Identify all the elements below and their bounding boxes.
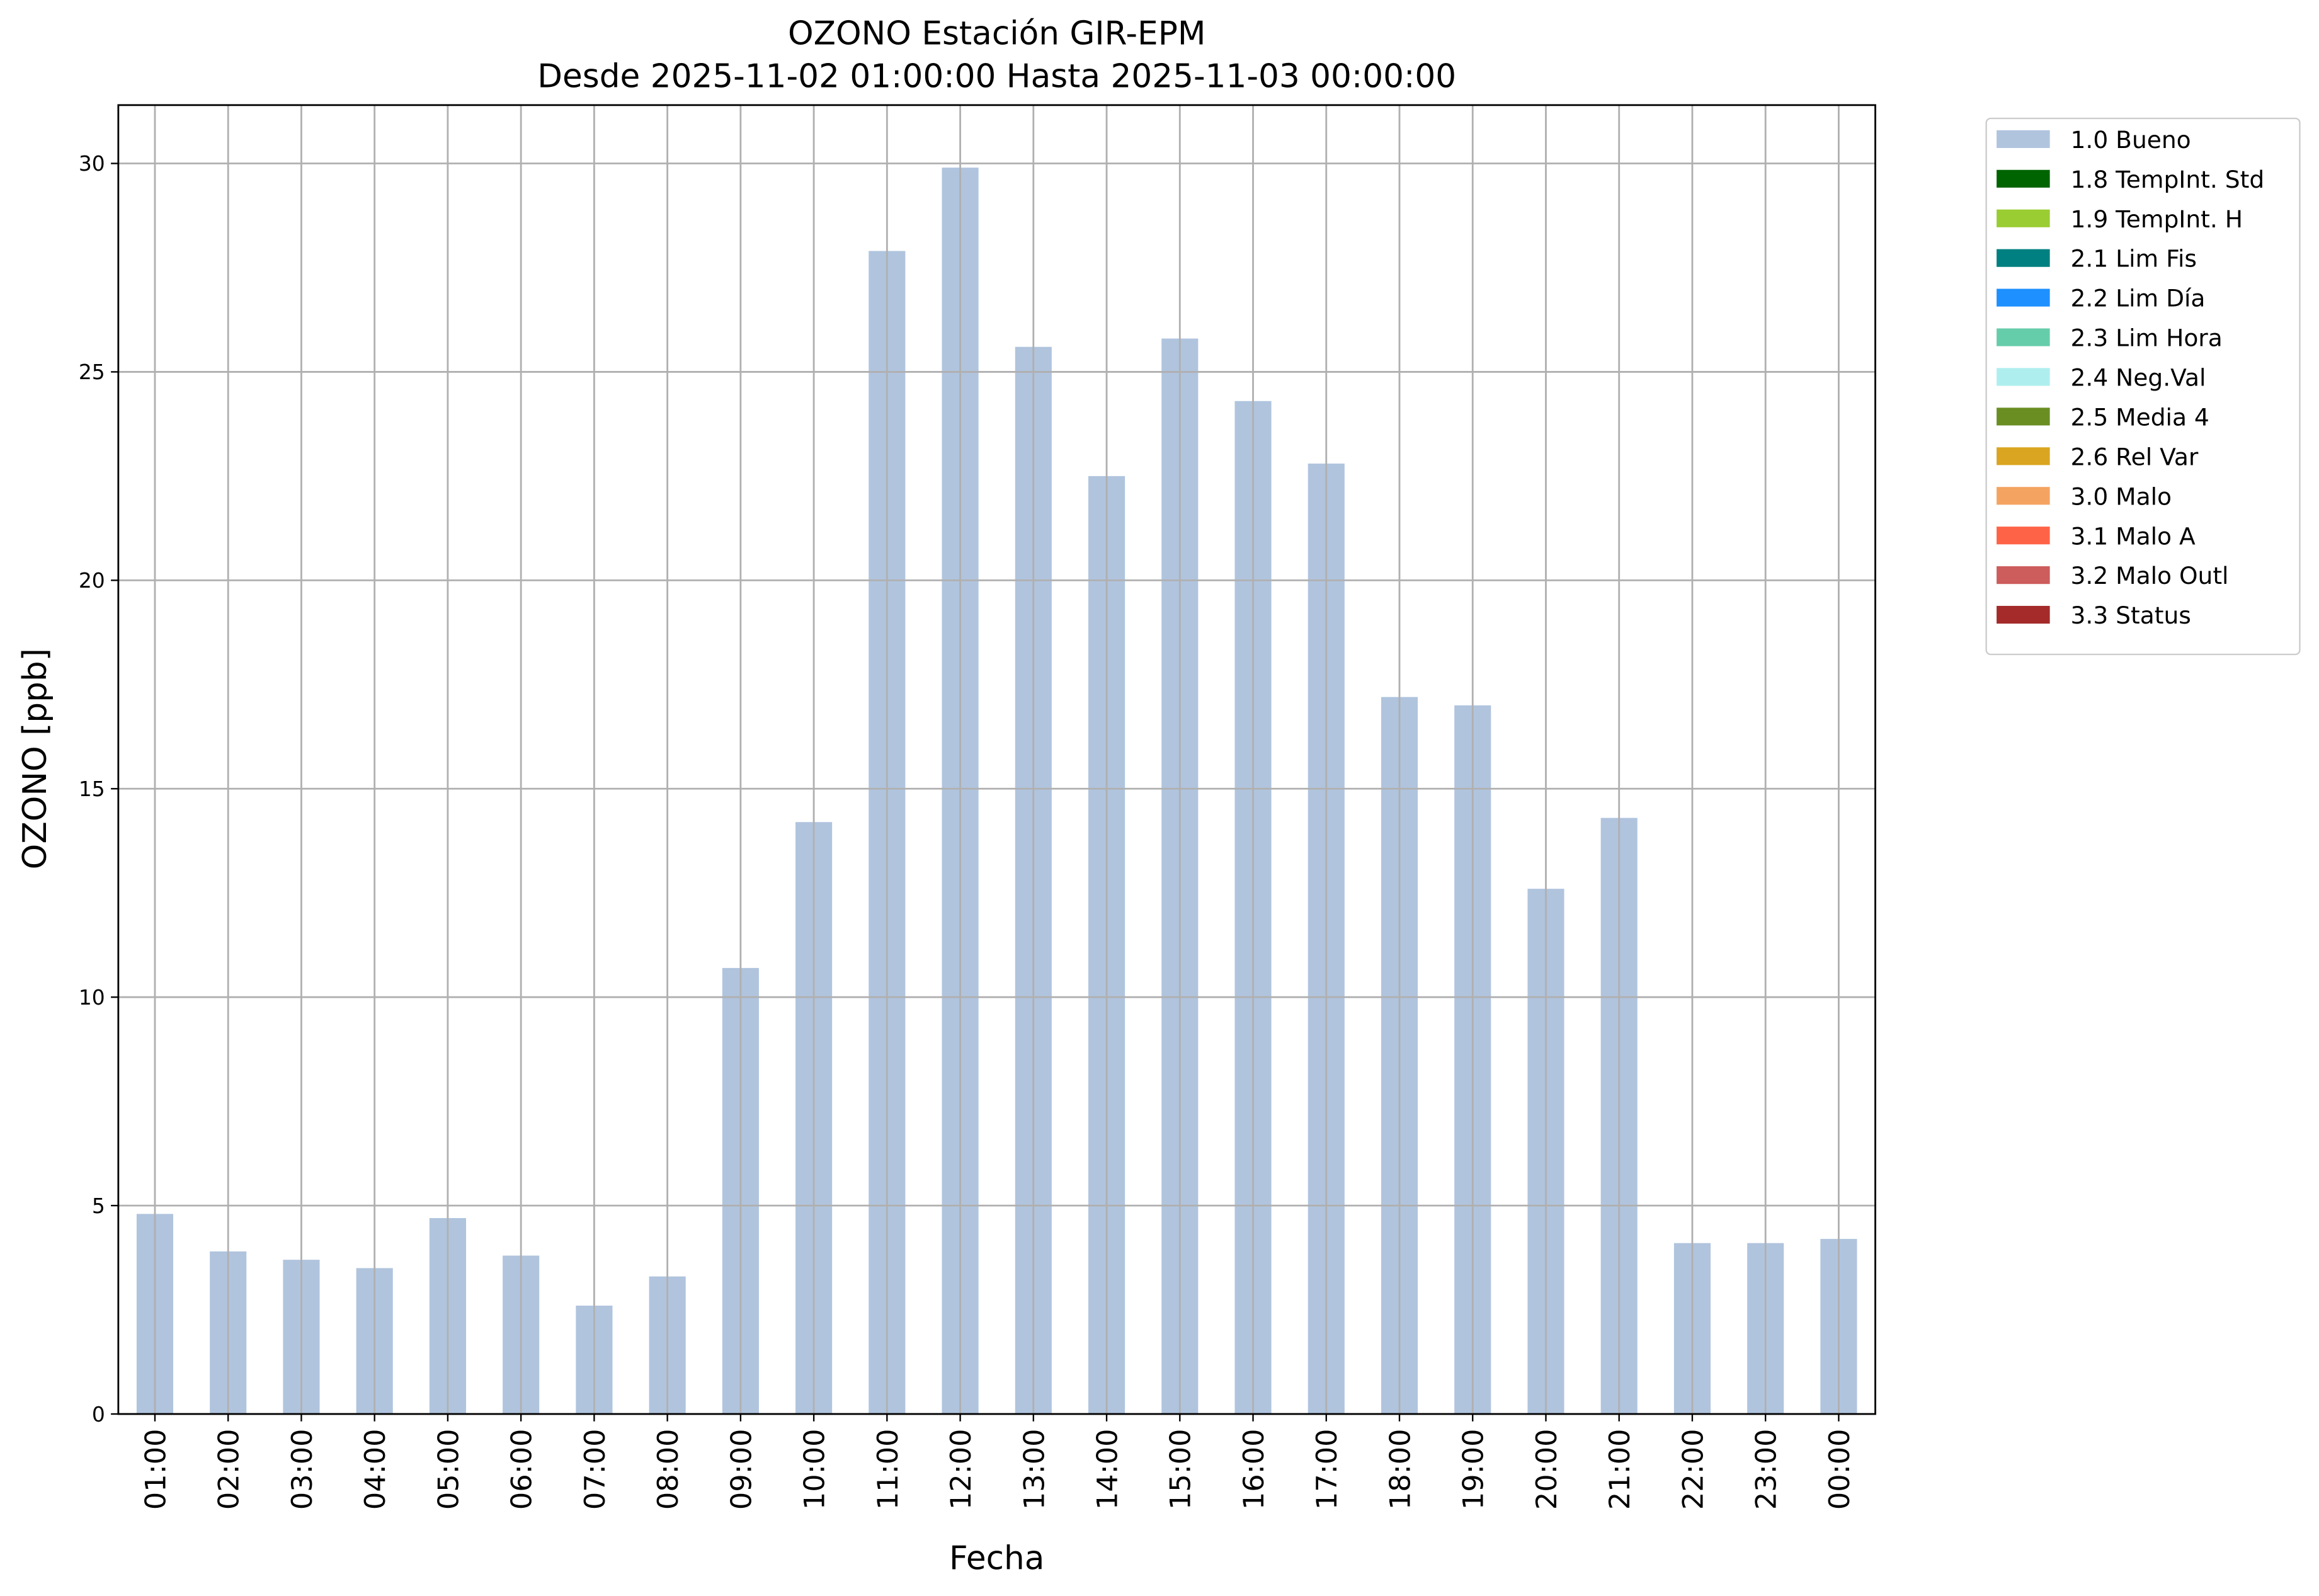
x-axis-label: Fecha (949, 1540, 1044, 1578)
x-tick-label: 20:00 (1530, 1429, 1563, 1510)
y-tick-label: 25 (79, 360, 105, 384)
legend-label: 1.8 TempInt. Std (2071, 166, 2265, 193)
y-tick-label: 5 (92, 1194, 105, 1218)
y-tick-label: 0 (92, 1402, 105, 1427)
legend-label: 1.0 Bueno (2071, 126, 2191, 154)
chart-title: OZONO Estación GIR-EPM (788, 15, 1205, 53)
y-tick-label: 10 (79, 985, 105, 1010)
x-tick-label: 11:00 (872, 1429, 904, 1510)
legend-label: 3.0 Malo (2071, 482, 2172, 510)
legend-label: 2.6 Rel Var (2071, 443, 2199, 470)
legend-label: 2.3 Lim Hora (2071, 324, 2223, 352)
x-tick-label: 06:00 (506, 1429, 538, 1510)
x-tick-label: 19:00 (1457, 1429, 1490, 1510)
legend-label: 1.9 TempInt. H (2071, 205, 2243, 233)
x-tick-label: 10:00 (799, 1429, 831, 1510)
x-tick-label: 01:00 (139, 1429, 172, 1510)
x-tick-label: 00:00 (1823, 1429, 1856, 1510)
x-tick-label: 05:00 (432, 1429, 465, 1510)
x-tick-label: 07:00 (579, 1429, 612, 1510)
plot-frame (117, 104, 1876, 1415)
legend-swatch (1997, 249, 2050, 267)
legend-swatch (1997, 487, 2050, 505)
legend-swatch (1997, 288, 2050, 307)
x-tick-label: 14:00 (1091, 1429, 1124, 1510)
y-tick-label: 20 (79, 568, 105, 593)
legend-box (1985, 117, 2301, 656)
x-tick-label: 17:00 (1311, 1429, 1343, 1510)
x-tick-label: 02:00 (213, 1429, 246, 1510)
legend-label: 2.2 Lim Día (2071, 285, 2206, 312)
x-tick-label: 22:00 (1677, 1429, 1709, 1510)
x-tick-label: 23:00 (1750, 1429, 1783, 1510)
legend-swatch (1997, 605, 2050, 624)
x-tick-label: 18:00 (1384, 1429, 1416, 1510)
x-tick-label: 08:00 (652, 1429, 685, 1510)
legend-swatch (1997, 169, 2050, 188)
y-tick-label: 15 (79, 777, 105, 801)
x-tick-label: 03:00 (286, 1429, 319, 1510)
legend-swatch (1997, 408, 2050, 426)
legend-swatch (1997, 527, 2050, 545)
legend-label: 3.3 Status (2071, 601, 2191, 629)
y-tick-label: 30 (79, 151, 105, 176)
legend-swatch (1997, 447, 2050, 465)
legend-swatch (1997, 368, 2050, 386)
legend-label: 3.1 Malo A (2071, 522, 2196, 550)
y-axis-label: OZONO [ppb] (16, 648, 54, 869)
x-tick-label: 13:00 (1018, 1429, 1051, 1510)
legend-label: 2.5 Media 4 (2071, 403, 2209, 431)
x-tick-label: 16:00 (1238, 1429, 1270, 1510)
x-tick-label: 09:00 (725, 1429, 758, 1510)
legend-label: 2.4 Neg.Val (2071, 364, 2206, 392)
legend-swatch (1997, 566, 2050, 584)
legend-swatch (1997, 130, 2050, 148)
legend-label: 2.1 Lim Fis (2071, 245, 2197, 273)
legend-label: 3.2 Malo Outl (2071, 562, 2229, 590)
x-tick-label: 21:00 (1604, 1429, 1636, 1510)
legend-swatch (1997, 209, 2050, 227)
legend-swatch (1997, 328, 2050, 346)
x-tick-label: 15:00 (1165, 1429, 1197, 1510)
chart-subtitle: Desde 2025-11-02 01:00:00 Hasta 2025-11-… (537, 58, 1456, 96)
x-tick-label: 04:00 (359, 1429, 392, 1510)
x-tick-label: 12:00 (945, 1429, 977, 1510)
